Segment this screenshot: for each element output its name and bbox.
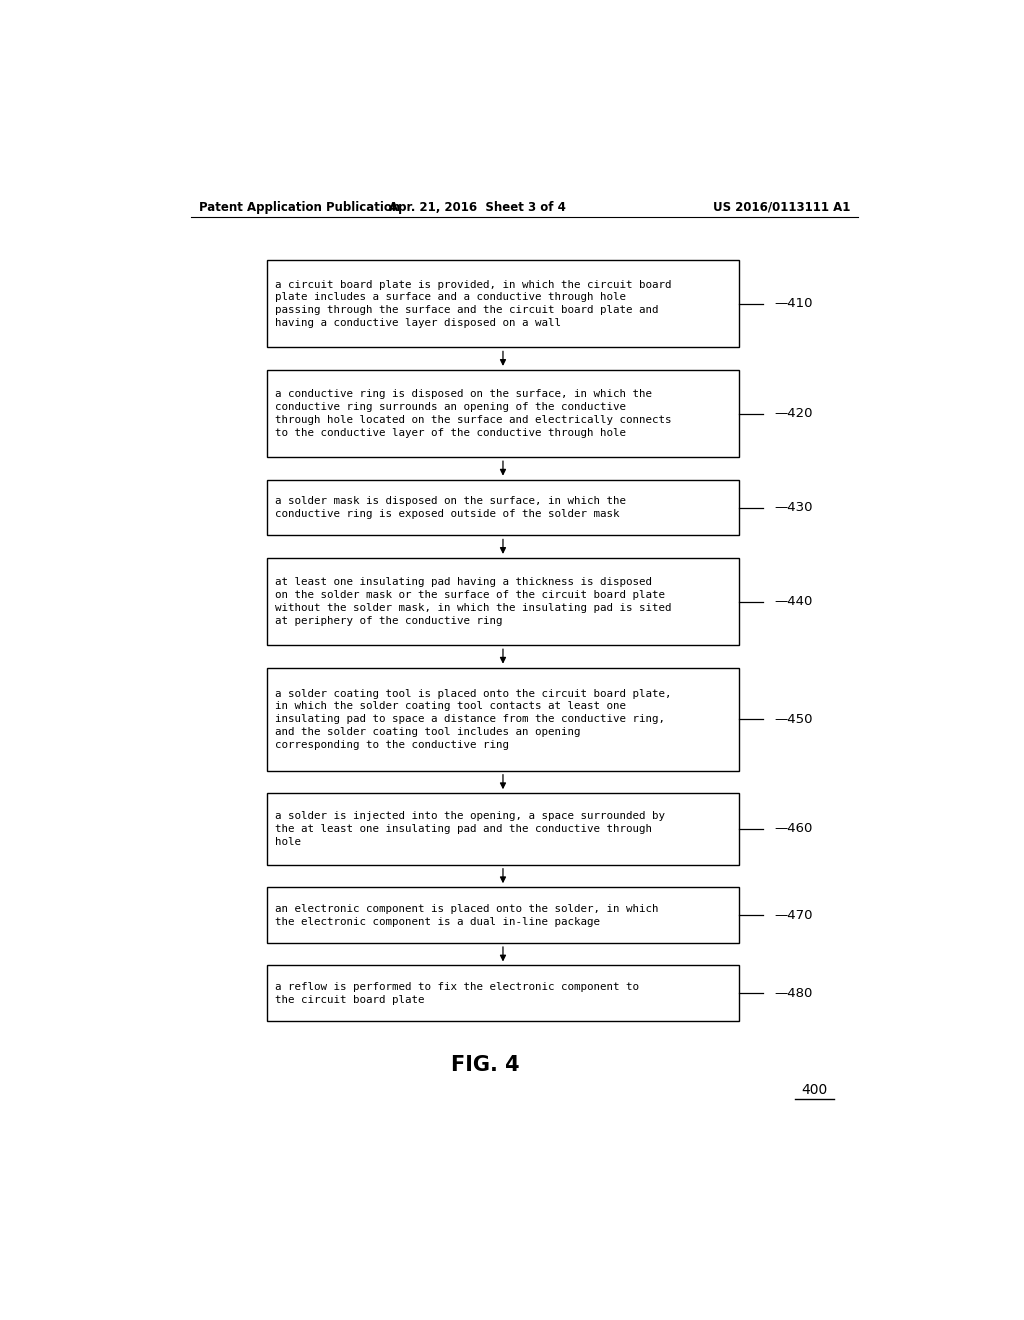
Bar [267, 793, 739, 865]
Text: Patent Application Publication: Patent Application Publication [200, 201, 400, 214]
Text: an electronic component is placed onto the solder, in which
the electronic compo: an electronic component is placed onto t… [274, 904, 658, 927]
Text: —440: —440 [775, 595, 813, 609]
Text: —460: —460 [775, 822, 813, 836]
Text: FIG. 4: FIG. 4 [451, 1055, 519, 1074]
Text: a solder is injected into the opening, a space surrounded by
the at least one in: a solder is injected into the opening, a… [274, 812, 665, 846]
Text: —420: —420 [775, 407, 813, 420]
Text: a solder coating tool is placed onto the circuit board plate,
in which the solde: a solder coating tool is placed onto the… [274, 689, 672, 750]
Text: a solder mask is disposed on the surface, in which the
conductive ring is expose: a solder mask is disposed on the surface… [274, 496, 626, 519]
Text: Apr. 21, 2016  Sheet 3 of 4: Apr. 21, 2016 Sheet 3 of 4 [389, 201, 565, 214]
Bar [267, 558, 739, 645]
Text: a reflow is performed to fix the electronic component to
the circuit board plate: a reflow is performed to fix the electro… [274, 982, 639, 1005]
Text: a circuit board plate is provided, in which the circuit board
plate includes a s: a circuit board plate is provided, in wh… [274, 280, 672, 327]
Text: —410: —410 [775, 297, 813, 310]
Text: —430: —430 [775, 502, 813, 513]
Bar [267, 887, 739, 942]
Text: —450: —450 [775, 713, 813, 726]
Text: at least one insulating pad having a thickness is disposed
on the solder mask or: at least one insulating pad having a thi… [274, 577, 672, 626]
Bar [267, 965, 739, 1022]
Bar [267, 260, 739, 347]
Bar [267, 668, 739, 771]
Text: —470: —470 [775, 908, 813, 921]
Text: US 2016/0113111 A1: US 2016/0113111 A1 [713, 201, 850, 214]
Text: 400: 400 [802, 1084, 827, 1097]
Bar [267, 370, 739, 457]
Text: —480: —480 [775, 987, 813, 999]
Text: a conductive ring is disposed on the surface, in which the
conductive ring surro: a conductive ring is disposed on the sur… [274, 389, 672, 438]
Bar [267, 479, 739, 536]
